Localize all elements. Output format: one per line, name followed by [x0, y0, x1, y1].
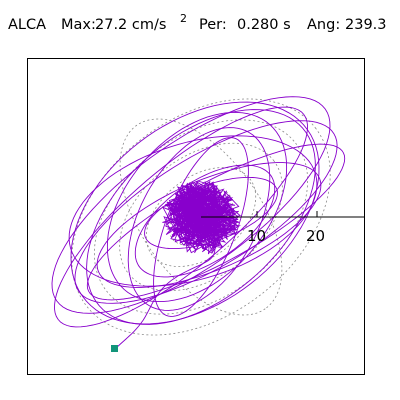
max-value: 27.2 cm/s [95, 17, 167, 33]
particle-motion-trace [51, 96, 346, 350]
max-label: Max: [61, 17, 96, 33]
axis: 10 20 [201, 211, 364, 245]
trace-loop [144, 176, 278, 250]
max-exponent: 2 [180, 12, 187, 25]
trace-loop [153, 137, 249, 317]
tick-label-10: 10 [247, 227, 266, 245]
tick-label-20: 20 [306, 227, 325, 245]
grid-ellipse [145, 167, 257, 267]
trace-scribble [161, 180, 242, 255]
trace-loop [134, 164, 276, 278]
trace-loop [86, 109, 316, 325]
trace-loop [54, 106, 308, 328]
per-value: 0.280 s [237, 17, 291, 33]
ang-label: Ang: [307, 17, 341, 33]
per-label: Per: [199, 17, 227, 33]
grid-ellipse [71, 98, 331, 336]
plot-frame: 10 20 [27, 58, 365, 375]
grid-ellipse [119, 142, 283, 292]
trace-tail [114, 248, 216, 350]
particle-motion-plot: 10 20 [51, 96, 364, 352]
trace-loop [70, 101, 320, 325]
station-code: ALCA [8, 17, 47, 33]
trace-loop [68, 135, 318, 287]
ang-value: 239.3 [345, 17, 387, 33]
trace-end-marker [111, 345, 118, 352]
